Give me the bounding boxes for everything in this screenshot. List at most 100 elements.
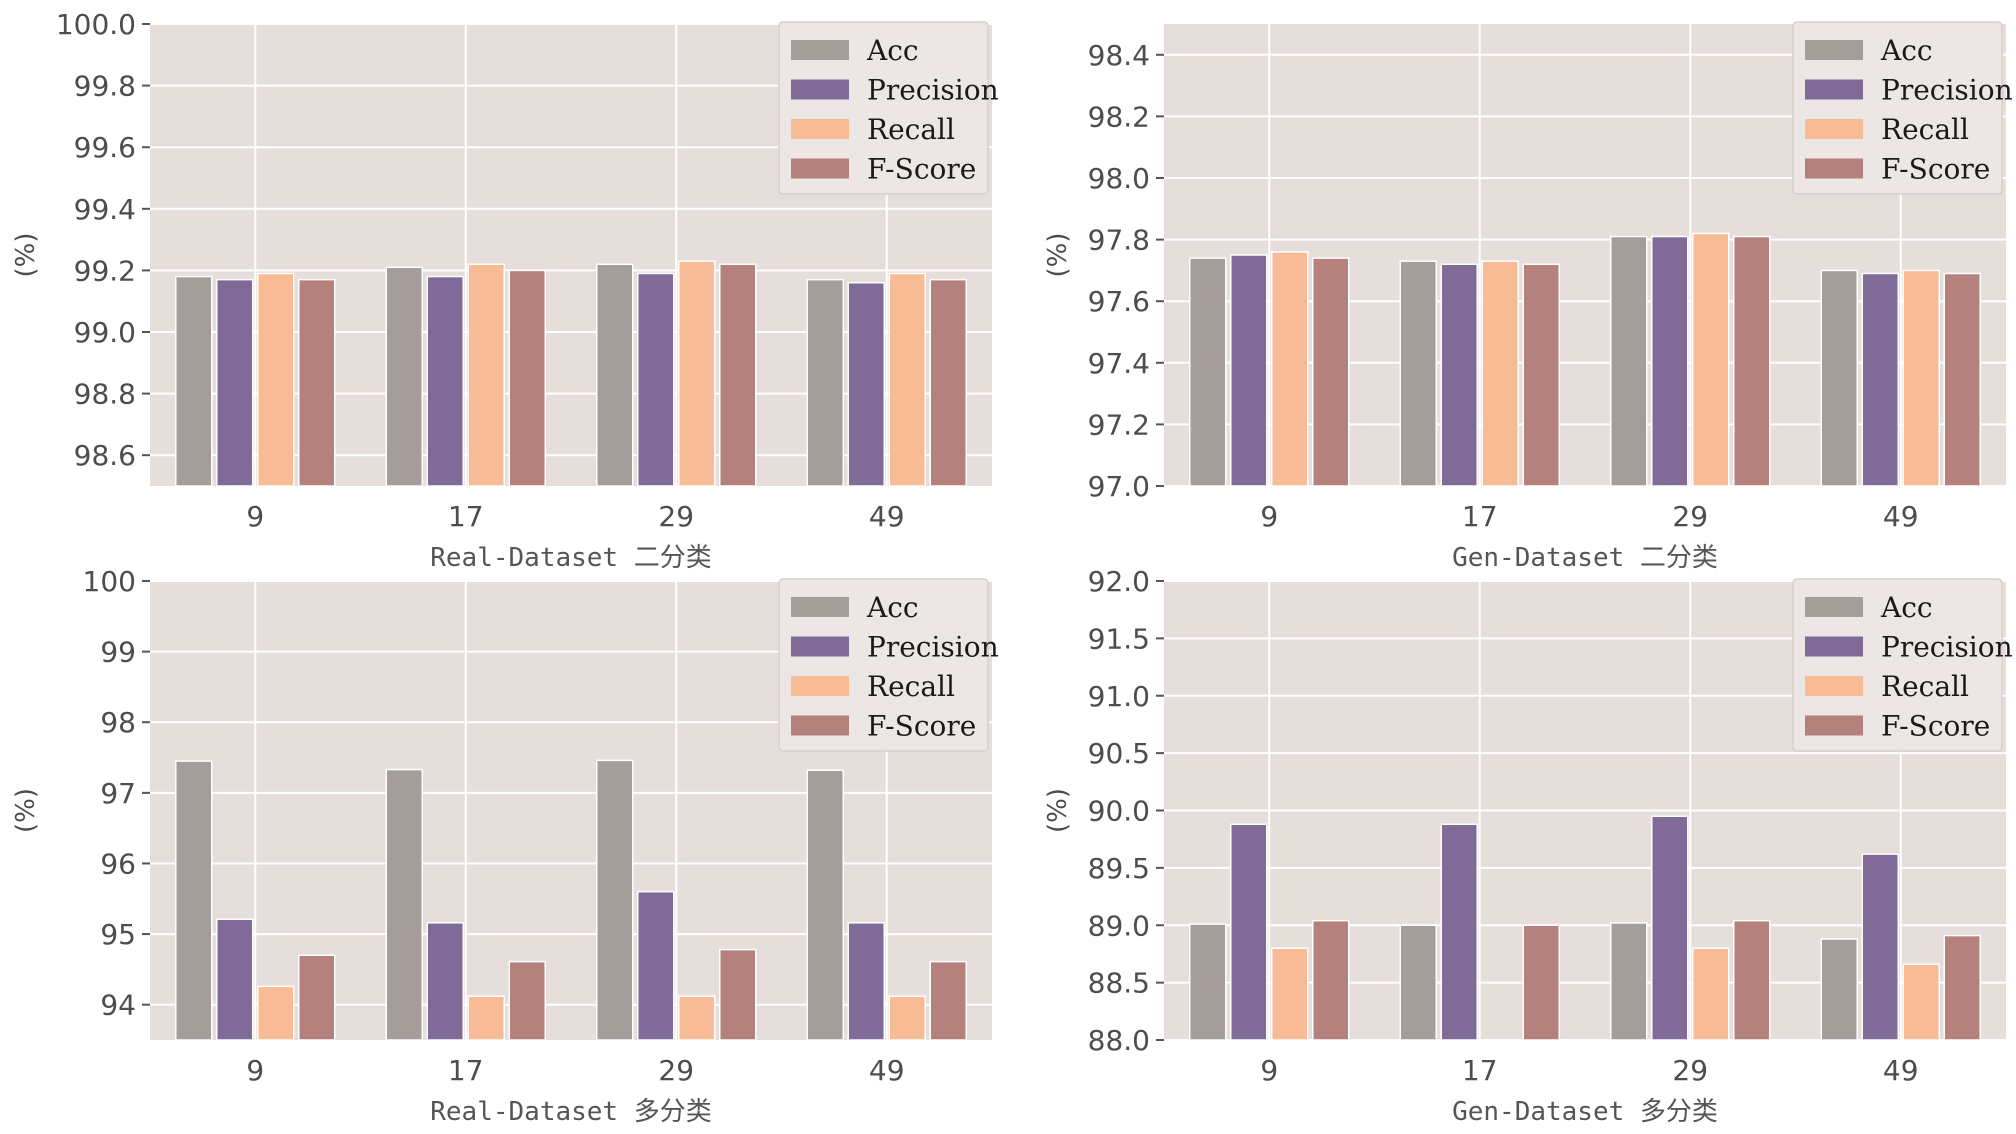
bar-precision-17 xyxy=(1440,263,1478,487)
x-tick-label: 17 xyxy=(1462,1054,1498,1087)
y-axis-label: (%) xyxy=(1043,788,1073,833)
y-tick-label: 99 xyxy=(100,636,136,669)
y-tick-label: 88.5 xyxy=(1088,967,1150,1000)
legend: Acc Precision Recall F-Score xyxy=(778,578,999,752)
bar-precision-29 xyxy=(637,890,675,1041)
bar-acc-29 xyxy=(596,759,634,1041)
x-tick-label: 9 xyxy=(1260,500,1278,533)
y-tick-label: 92.0 xyxy=(1088,565,1150,598)
bar-f-score-49 xyxy=(929,278,967,487)
legend-swatch-recall xyxy=(1805,676,1863,696)
legend-swatch-recall xyxy=(791,676,849,696)
bar-f-score-17 xyxy=(1522,924,1560,1041)
bar-acc-17 xyxy=(385,768,423,1041)
bar-acc-9 xyxy=(1189,257,1227,487)
bar-recall-17 xyxy=(1481,260,1519,487)
bar-f-score-17 xyxy=(508,269,546,487)
bar-acc-29 xyxy=(1610,235,1648,487)
y-tick-label: 91.5 xyxy=(1088,622,1150,655)
y-tick-label: 97.4 xyxy=(1088,347,1150,380)
chart-panel-1: 98.6 98.8 99.0 99.2 99.4 99.6 99.8 100.0 9 17 29 49… xyxy=(11,8,999,573)
bar-recall-9 xyxy=(1271,251,1309,487)
bar-acc-29 xyxy=(1610,922,1648,1041)
bar-recall-29 xyxy=(1692,947,1730,1041)
bar-acc-9 xyxy=(175,275,213,487)
legend-label-f-score: F-Score xyxy=(1881,710,1990,743)
y-tick-label: 98.8 xyxy=(74,378,136,411)
y-tick-label: 100.0 xyxy=(56,8,136,41)
bar-acc-9 xyxy=(175,760,213,1041)
bar-f-score-49 xyxy=(1943,934,1981,1041)
bar-f-score-17 xyxy=(1522,263,1560,487)
bar-f-score-29 xyxy=(719,263,757,487)
bar-recall-9 xyxy=(257,985,295,1041)
x-tick-label: 29 xyxy=(1672,500,1708,533)
legend-swatch-f-score xyxy=(791,158,849,179)
chart-panel-4: 88.0 88.5 89.0 89.5 90.0 90.5 91.0 91.5 92.0 9 17 2… xyxy=(1043,565,2013,1127)
x-axis-label: Gen-Dataset 二分类 xyxy=(1452,543,1718,573)
legend-swatch-acc xyxy=(1805,40,1863,60)
bar-f-score-9 xyxy=(1312,257,1350,487)
legend-swatch-precision xyxy=(1805,79,1863,100)
bar-precision-17 xyxy=(1440,823,1478,1041)
bar-acc-9 xyxy=(1189,923,1227,1041)
bar-recall-49 xyxy=(1902,269,1940,487)
bar-acc-49 xyxy=(806,769,844,1041)
bar-precision-29 xyxy=(1651,815,1689,1041)
bar-precision-49 xyxy=(1861,272,1899,487)
bar-f-score-9 xyxy=(298,278,336,487)
legend-swatch-recall xyxy=(791,119,849,139)
x-tick-label: 49 xyxy=(1883,500,1919,533)
y-tick-label: 97 xyxy=(100,777,136,810)
y-tick-label: 98 xyxy=(100,706,136,739)
bar-acc-49 xyxy=(1820,938,1858,1041)
legend-label-acc: Acc xyxy=(866,591,919,624)
bar-f-score-49 xyxy=(929,960,967,1041)
bar-recall-9 xyxy=(257,272,295,487)
bar-precision-49 xyxy=(1861,853,1899,1041)
bar-recall-17 xyxy=(467,995,505,1041)
y-tick-label: 94 xyxy=(100,989,136,1022)
bar-precision-9 xyxy=(216,278,254,487)
bar-acc-49 xyxy=(1820,269,1858,487)
y-tick-label: 98.4 xyxy=(1088,39,1150,72)
y-axis-label: (%) xyxy=(1043,233,1073,278)
bar-acc-29 xyxy=(596,263,634,487)
bar-recall-29 xyxy=(1692,232,1730,487)
bar-acc-17 xyxy=(385,266,423,487)
legend-swatch-f-score xyxy=(791,715,849,736)
bar-f-score-17 xyxy=(508,960,546,1041)
bar-f-score-29 xyxy=(1733,919,1771,1041)
y-tick-label: 90.5 xyxy=(1088,737,1150,770)
legend-label-recall: Recall xyxy=(1881,670,1969,703)
bar-precision-49 xyxy=(847,922,885,1041)
y-tick-label: 99.0 xyxy=(74,316,136,349)
legend-label-acc: Acc xyxy=(1880,591,1933,624)
bar-recall-29 xyxy=(678,995,716,1041)
legend-box xyxy=(1792,21,2003,195)
y-axis-label: (%) xyxy=(11,233,41,278)
legend-swatch-recall xyxy=(1805,119,1863,139)
bar-precision-17 xyxy=(426,922,464,1041)
y-axis-label: (%) xyxy=(11,788,41,833)
y-tick-label: 96 xyxy=(100,847,136,880)
bar-recall-49 xyxy=(1902,963,1940,1041)
legend: Acc Precision Recall F-Score xyxy=(1792,21,2013,195)
legend-swatch-precision xyxy=(791,79,849,100)
bar-acc-17 xyxy=(1399,260,1437,487)
legend-box xyxy=(778,578,989,752)
bar-f-score-49 xyxy=(1943,272,1981,487)
y-tick-label: 99.4 xyxy=(74,193,136,226)
legend-swatch-f-score xyxy=(1805,715,1863,736)
legend-label-recall: Recall xyxy=(867,113,955,146)
y-tick-label: 99.8 xyxy=(74,70,136,103)
y-tick-label: 99.2 xyxy=(74,254,136,287)
x-axis-label: Real-Dataset 多分类 xyxy=(430,1097,712,1127)
bar-precision-29 xyxy=(1651,235,1689,487)
y-tick-label: 97.2 xyxy=(1088,408,1150,441)
bar-precision-17 xyxy=(426,275,464,487)
x-axis-label: Gen-Dataset 多分类 xyxy=(1452,1097,1718,1127)
legend-swatch-acc xyxy=(791,597,849,617)
bar-recall-17 xyxy=(467,263,505,487)
